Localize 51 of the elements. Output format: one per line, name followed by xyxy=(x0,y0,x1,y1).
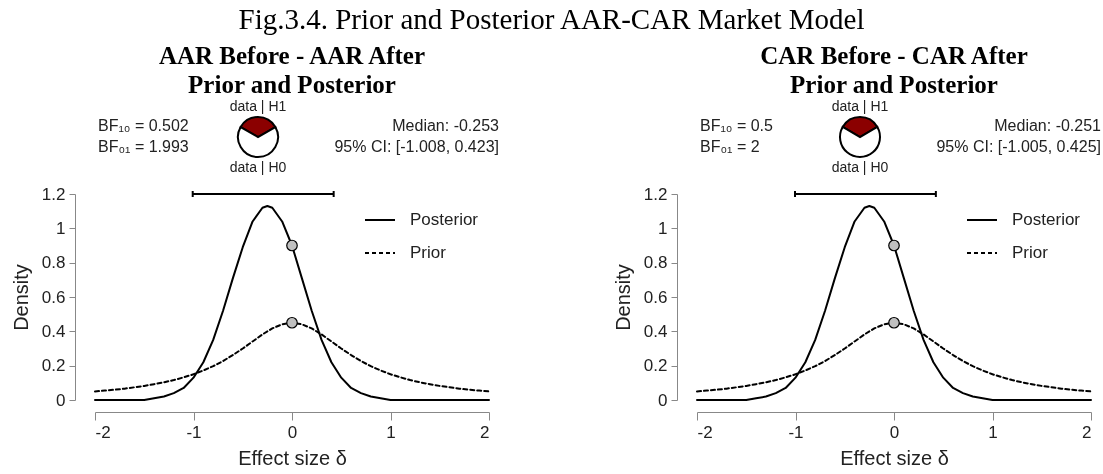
legend-label: Prior xyxy=(410,243,447,262)
chart-subtitle: Prior and Posterior xyxy=(188,71,396,98)
x-tick-label: 2 xyxy=(1082,422,1092,442)
y-tick-label: 1.2 xyxy=(41,184,66,204)
text: BF₁₀ = 0.502 xyxy=(98,117,189,134)
y-tick-label: 0.4 xyxy=(41,321,66,341)
x-tick-label: 0 xyxy=(889,422,900,442)
line-series xyxy=(696,205,1092,401)
y-tick-label: 1 xyxy=(658,218,668,238)
y-tick-label: 0.2 xyxy=(41,356,66,376)
x-tick-label: 1 xyxy=(988,422,998,442)
text: Median: -0.251 xyxy=(994,117,1102,134)
x-tick-label: -1 xyxy=(186,422,202,442)
x-tick-label: 0 xyxy=(287,422,298,442)
y-tick-label: 0.8 xyxy=(643,253,668,273)
y-tick-label: 1 xyxy=(56,218,66,238)
y-axis-title: Density xyxy=(9,264,32,331)
y-tick-label: 0.8 xyxy=(41,253,66,273)
slice-label: data | H0 xyxy=(831,159,889,175)
legend-label: Posterior xyxy=(410,210,479,229)
text: 95% CI: [-1.005, 0.425] xyxy=(936,138,1101,155)
slice-label: data | H0 xyxy=(229,159,287,175)
x-tick-label: -2 xyxy=(95,422,111,442)
chart-title: AAR Before - AAR After xyxy=(158,42,426,69)
text: 95% CI: [-1.008, 0.423] xyxy=(334,138,499,155)
y-axis-title: Density xyxy=(611,264,634,331)
y-tick-label: 0.2 xyxy=(643,356,668,376)
legend-label: Prior xyxy=(1012,243,1049,262)
x-tick-label: 2 xyxy=(480,422,490,442)
slice-label: data | H1 xyxy=(229,98,287,114)
text: BF₀₁ = 2 xyxy=(700,138,760,155)
y-tick-label: 0.4 xyxy=(643,321,668,341)
y-tick-label: 0 xyxy=(56,390,66,410)
line-series xyxy=(94,205,490,401)
text: BF₀₁ = 1.993 xyxy=(98,138,189,155)
text: Median: -0.253 xyxy=(392,117,500,134)
chart-title: CAR Before - CAR After xyxy=(760,42,1028,69)
chart-subtitle: Prior and Posterior xyxy=(790,71,998,98)
x-tick-label: -2 xyxy=(697,422,713,442)
text: BF₁₀ = 0.5 xyxy=(700,117,774,134)
y-tick-label: 1.2 xyxy=(643,184,668,204)
y-tick-label: 0.6 xyxy=(643,287,668,307)
x-tick-label: -1 xyxy=(788,422,804,442)
x-tick-label: 1 xyxy=(386,422,396,442)
slice-label: data | H1 xyxy=(831,98,889,114)
legend-label: Posterior xyxy=(1012,210,1081,229)
y-tick-label: 0.6 xyxy=(41,287,66,307)
text: Fig.3.4. Prior and Posterior AAR-CAR Market Model xyxy=(237,2,866,36)
x-axis-title: Effect size δ xyxy=(238,446,347,469)
y-tick-label: 0 xyxy=(658,390,668,410)
x-axis-title: Effect size δ xyxy=(840,446,949,469)
